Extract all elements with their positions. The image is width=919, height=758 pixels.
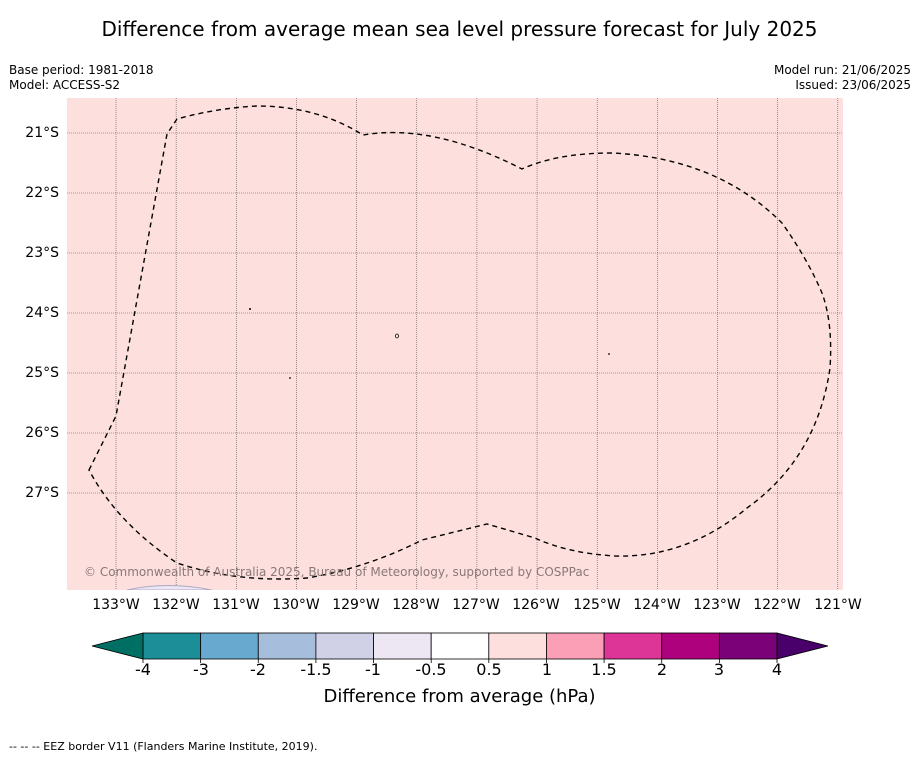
colorbar-bin	[546, 632, 605, 660]
colorbar-bins	[142, 632, 778, 660]
colorbar-bin	[603, 632, 663, 660]
lat-label: 24°S	[25, 305, 59, 321]
low-anomaly-patch	[126, 585, 213, 590]
lat-label: 27°S	[25, 485, 59, 501]
meta-right: Model run: 21/06/2025 Issued: 23/06/2025	[774, 63, 911, 93]
map-panel	[67, 98, 843, 590]
island-marker	[249, 308, 251, 310]
island-marker	[608, 353, 610, 355]
colorbar-bin	[661, 632, 720, 660]
colorbar-ticks	[142, 659, 778, 663]
lon-label: 128°W	[392, 597, 440, 613]
colorbar-tick-label: 0.5	[476, 660, 502, 679]
colorbar-tick-label: -1.5	[300, 660, 332, 679]
colorbar-tick-label: -2	[250, 660, 266, 679]
lat-label: 25°S	[25, 365, 59, 381]
colorbar-bin	[200, 632, 259, 660]
colorbar-bin	[718, 632, 778, 660]
island-marker	[289, 377, 291, 379]
lat-label: 22°S	[25, 185, 59, 201]
lat-label: 23°S	[25, 245, 59, 261]
lon-label: 129°W	[332, 597, 380, 613]
colorbar-under-arrow	[91, 632, 144, 660]
colorbar-title: Difference from average (hPa)	[323, 686, 596, 707]
lon-label: 123°W	[693, 597, 741, 613]
colorbar-tick-label: -3	[193, 660, 209, 679]
lon-label: 130°W	[272, 597, 320, 613]
colorbar-bin	[257, 632, 317, 660]
lon-label: 131°W	[212, 597, 260, 613]
colorbar-tick-label: 2	[656, 660, 668, 679]
colorbar-tick-label: -4	[135, 660, 151, 679]
colorbar-tick-label: -1	[365, 660, 381, 679]
model-run: Model run: 21/06/2025	[773, 63, 911, 77]
colorbar-tick-label: 1.5	[591, 660, 617, 679]
lon-label: 122°W	[753, 597, 801, 613]
colorbar-tick-label: 3	[713, 660, 725, 679]
copyright-notice: © Commonwealth of Australia 2025, Bureau…	[84, 565, 590, 579]
lon-label: 125°W	[573, 597, 621, 613]
lon-label: 121°W	[814, 597, 862, 613]
colorbar-bin	[142, 632, 202, 660]
colorbar-bin	[488, 632, 547, 660]
colorbar-bin	[373, 632, 432, 660]
lon-label: 133°W	[92, 597, 140, 613]
colorbar-tick-label: -0.5	[415, 660, 447, 679]
lon-label: 132°W	[152, 597, 200, 613]
colorbar-tick-label: 4	[771, 660, 783, 679]
lon-label: 124°W	[633, 597, 681, 613]
lat-label: 26°S	[25, 425, 59, 441]
eez-footnote: -- -- -- EEZ border V11 (Flanders Marine…	[9, 740, 318, 753]
lon-label: 126°W	[512, 597, 560, 613]
meta-left: Base period: 1981-2018 Model: ACCESS-S2	[9, 63, 154, 93]
colorbar-bin	[315, 632, 374, 660]
colorbar	[91, 632, 829, 663]
model-name: Model: ACCESS-S2	[9, 78, 121, 92]
colorbar-bin	[430, 632, 490, 660]
island-marker	[395, 333, 399, 339]
map-background	[67, 98, 843, 590]
graticule	[67, 98, 843, 590]
lon-label: 127°W	[452, 597, 500, 613]
lat-label: 21°S	[25, 125, 59, 141]
eez-border	[88, 105, 832, 580]
map-title: Difference from average mean sea level p…	[101, 17, 818, 41]
colorbar-over-arrow	[776, 632, 829, 660]
map-svg	[67, 98, 843, 590]
colorbar-tick-label: 1	[541, 660, 553, 679]
base-period: Base period: 1981-2018	[9, 63, 154, 77]
issued-date: Issued: 23/06/2025	[795, 78, 911, 92]
